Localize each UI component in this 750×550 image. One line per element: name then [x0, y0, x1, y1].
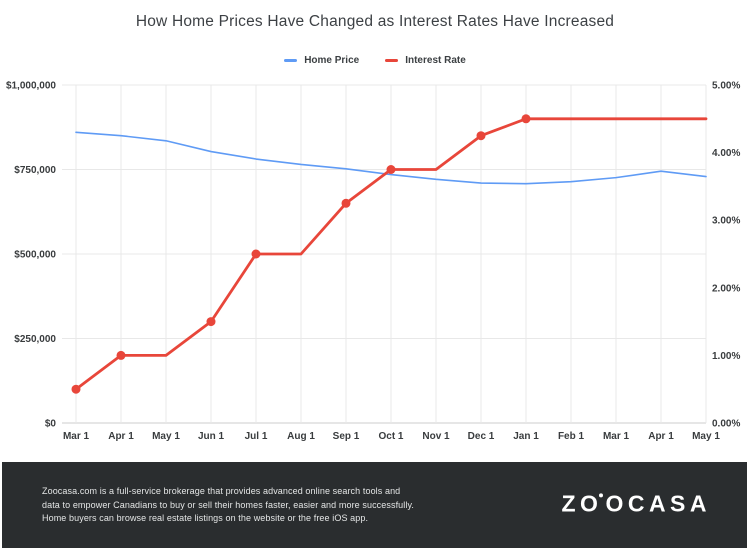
home-price-swatch-icon	[284, 59, 298, 62]
interest-rate-point	[476, 131, 486, 141]
y-right-tick-label: 1.00%	[712, 351, 740, 362]
chart-legend: Home Price Interest Rate	[0, 55, 750, 66]
y-left-tick-label: $0	[45, 419, 57, 430]
footer-description-line1: Zoocasa.com is a full-service brokerage …	[42, 486, 401, 496]
interest-rate-point	[251, 249, 261, 259]
x-tick-label: Jul 1	[245, 431, 268, 442]
home-price-line	[75, 131, 707, 185]
interest-rate-point	[341, 198, 351, 208]
x-tick-label: May 1	[692, 431, 720, 442]
x-tick-label: Sep 1	[333, 431, 360, 442]
x-tick-label: Nov 1	[422, 431, 450, 442]
y-left-tick-label: $250,000	[14, 334, 56, 345]
legend-item-interest-rate: Interest Rate	[385, 55, 466, 66]
x-tick-label: Aug 1	[287, 431, 315, 442]
y-left-tick-label: $1,000,000	[6, 81, 56, 92]
y-right-tick-label: 5.00%	[712, 81, 740, 92]
chart-title: How Home Prices Have Changed as Interest…	[135, 13, 615, 30]
x-tick-label: Feb 1	[558, 431, 585, 442]
x-tick-label: Mar 1	[603, 431, 630, 442]
zoocasa-logo-dot-icon	[599, 493, 604, 498]
footer-banner: Zoocasa.com is a full-service brokerage …	[2, 462, 747, 548]
x-tick-label: Dec 1	[468, 431, 495, 442]
legend-label-home-price: Home Price	[304, 55, 360, 66]
x-tick-label: Jun 1	[198, 431, 225, 442]
footer-description: Zoocasa.com is a full-service brokerage …	[42, 485, 414, 526]
interest-rate-point	[206, 317, 216, 327]
y-right-tick-label: 3.00%	[712, 216, 740, 227]
y-left-tick-label: $750,000	[14, 165, 56, 176]
interest-rate-swatch-icon	[385, 59, 399, 62]
zoocasa-logo: ZO OCASA	[561, 490, 711, 517]
footer-description-line3: Home buyers can browse real estate listi…	[42, 513, 369, 523]
x-tick-label: Jan 1	[513, 431, 539, 442]
interest-rate-point	[116, 350, 126, 360]
legend-item-home-price: Home Price	[284, 55, 359, 66]
y-right-tick-label: 0.00%	[712, 419, 740, 430]
chart-plot-area: $0 $250,000 $500,000 $750,000 $1,000,000 0.00…	[6, 81, 741, 443]
legend-label-interest-rate: Interest Rate	[405, 55, 466, 66]
zoocasa-logo-part2: OCASA	[605, 490, 711, 517]
zoocasa-logo-part1: ZO	[561, 490, 603, 517]
x-tick-label: Apr 1	[108, 431, 134, 442]
interest-rate-point	[521, 114, 531, 124]
y-right-tick-label: 4.00%	[712, 148, 740, 159]
x-tick-label: Oct 1	[378, 431, 403, 442]
interest-rate-point	[386, 165, 396, 174]
x-tick-label: Mar 1	[63, 431, 90, 442]
y-right-tick-label: 2.00%	[712, 283, 740, 294]
x-tick-label: May 1	[152, 431, 180, 442]
y-left-tick-label: $500,000	[14, 250, 56, 261]
x-tick-label: Apr 1	[648, 431, 674, 442]
footer-description-line2: data to empower Canadians to buy or sell…	[42, 499, 415, 510]
interest-rate-point	[71, 384, 81, 394]
